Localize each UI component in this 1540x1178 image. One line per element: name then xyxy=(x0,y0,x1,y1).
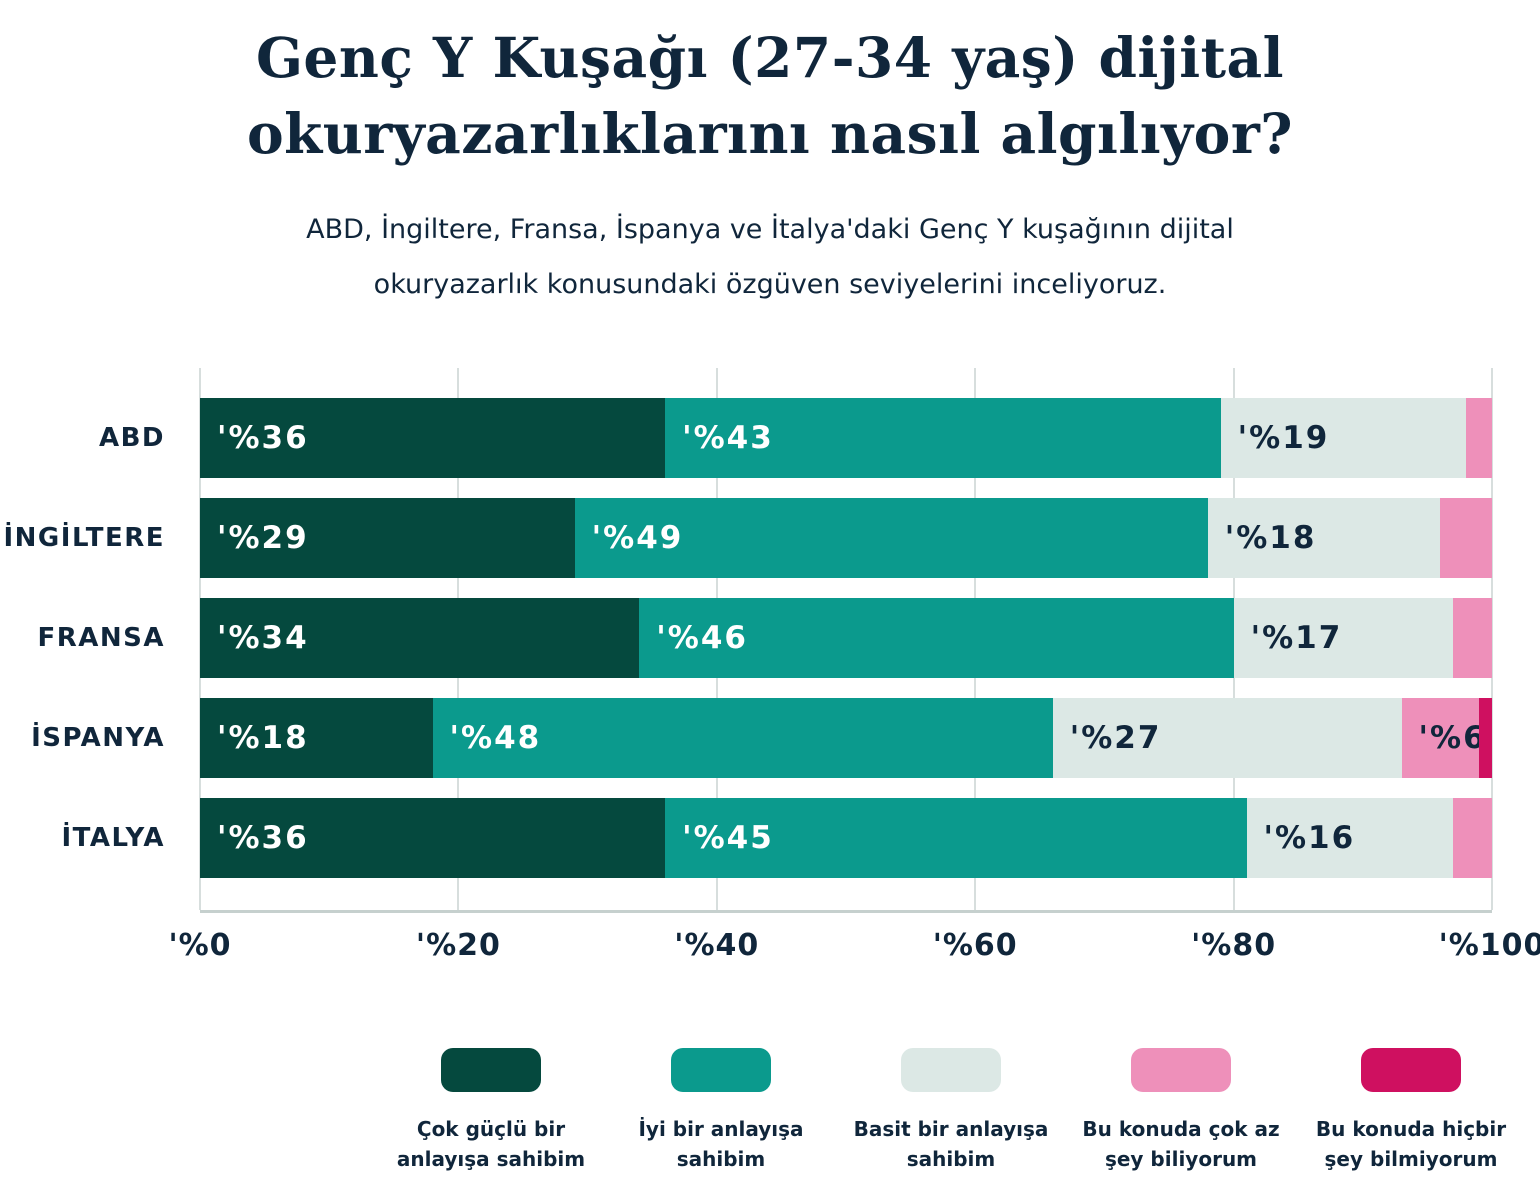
bar-row: FRANSA '%34 '%46 '%17 xyxy=(37,598,1492,678)
bar-segment: '%16 xyxy=(1246,798,1454,878)
legend-item: Basit bir anlayışa sahibim xyxy=(836,1048,1066,1174)
legend-swatch xyxy=(1131,1048,1231,1092)
legend-item: Çok güçlü bir anlayışa sahibim xyxy=(376,1048,606,1174)
category-label: ABD xyxy=(98,423,165,453)
bar-value-label: '%45 xyxy=(682,820,774,856)
bar-value-label: '%36 xyxy=(217,420,309,456)
x-tick-label: '%60 xyxy=(932,928,1018,963)
bar-segment: '%19 xyxy=(1220,398,1467,478)
plot-area: ABD '%36 '%43 '%19 İNGİLTERE '%29 '%49 '%18 FRAN… xyxy=(4,368,1493,913)
bar-row: ABD '%36 '%43 '%19 xyxy=(99,398,1492,478)
bar-stack: '%29 '%49 '%18 xyxy=(200,498,1492,578)
bar-segment: '%43 xyxy=(665,398,1221,478)
category-label: FRANSA xyxy=(37,623,165,653)
bar-row: İTALYA '%36 '%45 '%16 xyxy=(62,798,1492,878)
x-tick-label: '%100 xyxy=(1438,928,1540,963)
legend-label: Bu konuda hiçbir şey bilmiyorum xyxy=(1315,1117,1507,1171)
legend-label: Basit bir anlayışa sahibim xyxy=(853,1117,1049,1171)
category-label: İTALYA xyxy=(61,823,165,853)
bar-value-label: '%16 xyxy=(1263,820,1356,856)
bar-segment: '%29 xyxy=(200,498,575,578)
category-label: İNGİLTERE xyxy=(3,523,165,553)
bar-value-label: '%43 xyxy=(682,420,774,456)
bar-value-label: '%29 xyxy=(217,520,309,556)
legend-swatch xyxy=(901,1048,1001,1092)
bar-segment: '%18 xyxy=(1207,498,1441,578)
bar-stack: '%36 '%43 '%19 xyxy=(200,398,1492,478)
bar-segment: '%48 xyxy=(432,698,1053,778)
legend-label: İyi bir anlayışa sahibim xyxy=(638,1117,804,1171)
x-tick-label: '%40 xyxy=(674,928,760,963)
bar-segment: '%36 xyxy=(200,398,666,478)
bar-value-label: '%17 xyxy=(1250,620,1343,656)
legend: Çok güçlü bir anlayışa sahibim İyi bir an… xyxy=(376,1048,1526,1174)
bar-segment: '%36 xyxy=(200,798,666,878)
bar-segment: '%18 xyxy=(200,698,433,778)
bar-segment: '%34 xyxy=(200,598,640,678)
bar-value-label: '%18 xyxy=(1224,520,1317,556)
legend-label: Çok güçlü bir anlayışa sahibim xyxy=(396,1117,586,1171)
bar-segment: '%46 xyxy=(639,598,1234,678)
legend-swatch xyxy=(1361,1048,1461,1092)
page-subtitle: ABD, İngiltere, Fransa, İspanya ve İtaly… xyxy=(306,214,1234,301)
bar-value-label: '%19 xyxy=(1237,420,1330,456)
bar-value-label: '%48 xyxy=(449,720,542,756)
bar-segment: '%6 xyxy=(1401,698,1485,778)
x-axis: '%0 '%20 '%40 '%60 '%80 '%100 xyxy=(168,928,1540,972)
x-tick-label: '%80 xyxy=(1191,928,1277,963)
legend-swatch xyxy=(671,1048,771,1092)
legend-swatch xyxy=(441,1048,541,1092)
bar-stack: '%36 '%45 '%16 xyxy=(200,798,1492,878)
gridline xyxy=(1491,368,1493,910)
legend-label: Bu konuda çok az şey biliyorum xyxy=(1082,1117,1280,1171)
legend-item: Bu konuda hiçbir şey bilmiyorum xyxy=(1296,1048,1526,1174)
bar-value-label: '%18 xyxy=(217,720,309,756)
x-tick-label: '%0 xyxy=(168,928,232,963)
page-title: Genç Y Kuşağı (27-34 yaş) dijital okurya… xyxy=(246,25,1294,166)
bar-value-label: '%36 xyxy=(217,820,309,856)
bar-segment xyxy=(1453,598,1492,678)
bar-segment xyxy=(1440,498,1492,578)
bar-segment xyxy=(1466,398,1492,478)
x-tick-label: '%20 xyxy=(415,928,501,963)
bar-value-label: '%34 xyxy=(217,620,309,656)
bar-stack: '%34 '%46 '%17 xyxy=(200,598,1492,678)
bar-segment: '%45 xyxy=(665,798,1247,878)
category-label: İSPANYA xyxy=(31,723,165,753)
bar-stack: '%18 '%48 '%27 '%6 xyxy=(200,698,1492,778)
bar-row: İSPANYA '%18 '%48 '%27 '%6 xyxy=(31,698,1492,778)
bar-segment: '%49 xyxy=(574,498,1208,578)
legend-item: Bu konuda çok az şey biliyorum xyxy=(1066,1048,1296,1174)
bar-segment: '%17 xyxy=(1233,598,1454,678)
bar-value-label: '%49 xyxy=(591,520,684,556)
bar-value-label: '%46 xyxy=(656,620,748,656)
bar-value-label: '%6 xyxy=(1418,720,1487,756)
bar-segment xyxy=(1453,798,1492,878)
bar-segment: '%27 xyxy=(1052,698,1402,778)
bar-value-label: '%27 xyxy=(1069,720,1162,756)
bar-row: İNGİLTERE '%29 '%49 '%18 xyxy=(4,498,1492,578)
legend-item: İyi bir anlayışa sahibim xyxy=(606,1048,836,1174)
bar-segment xyxy=(1479,698,1492,778)
